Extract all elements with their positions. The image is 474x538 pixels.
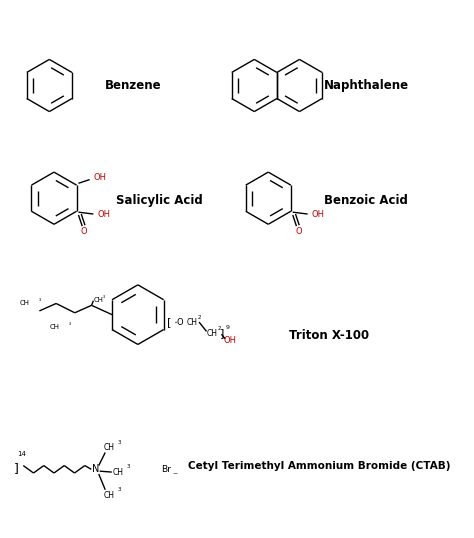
Text: Benzoic Acid: Benzoic Acid — [324, 194, 408, 207]
Text: CH: CH — [207, 329, 218, 338]
Text: Benzene: Benzene — [105, 79, 162, 92]
Text: CH: CH — [187, 317, 198, 327]
Text: [: [ — [167, 317, 172, 327]
Text: ₃: ₃ — [103, 294, 105, 299]
Text: 2: 2 — [218, 326, 221, 331]
Text: CH: CH — [103, 443, 114, 452]
Text: ]: ] — [219, 328, 224, 338]
Text: 2: 2 — [198, 315, 201, 320]
Text: OH: OH — [223, 336, 237, 345]
Text: OH: OH — [311, 210, 324, 220]
Text: O: O — [177, 317, 183, 327]
Text: Naphthalene: Naphthalene — [324, 79, 409, 92]
Text: ₃: ₃ — [69, 321, 71, 325]
Text: 9: 9 — [226, 325, 230, 330]
Text: ⁻: ⁻ — [173, 472, 177, 482]
Text: O: O — [295, 227, 301, 236]
Text: Br: Br — [161, 465, 171, 474]
Text: OH: OH — [93, 173, 106, 182]
Text: CH: CH — [93, 297, 103, 303]
Text: O: O — [81, 227, 87, 236]
Text: CH: CH — [103, 491, 114, 500]
Text: ₃: ₃ — [39, 297, 41, 302]
Text: 14: 14 — [18, 451, 27, 457]
Text: Triton X-100: Triton X-100 — [289, 329, 369, 342]
Text: OH: OH — [97, 210, 110, 220]
Text: CH: CH — [20, 300, 30, 307]
Text: 3: 3 — [118, 487, 121, 492]
Text: CH: CH — [50, 324, 60, 330]
Text: Cetyl Terimethyl Ammonium Bromide (CTAB): Cetyl Terimethyl Ammonium Bromide (CTAB) — [188, 461, 451, 471]
Text: 3: 3 — [118, 440, 121, 445]
Text: N: N — [92, 464, 100, 475]
Text: Salicylic Acid: Salicylic Acid — [116, 194, 203, 207]
Text: ]: ] — [14, 462, 19, 475]
Text: CH: CH — [113, 468, 124, 477]
Text: 3: 3 — [127, 464, 130, 469]
